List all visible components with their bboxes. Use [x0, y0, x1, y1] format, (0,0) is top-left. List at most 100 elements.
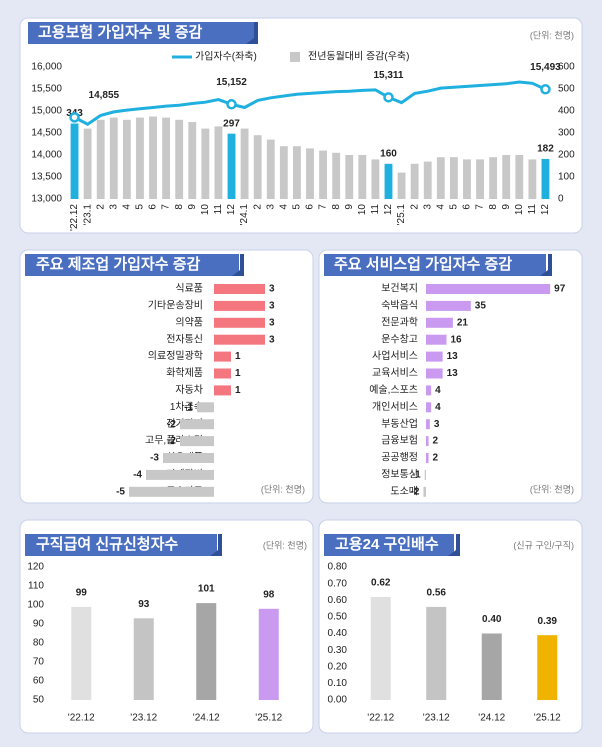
bar: [515, 155, 524, 199]
y-tick-label: 0.30: [328, 645, 348, 656]
x-tick-label: 12: [226, 204, 237, 216]
category-label: 예술,스포츠: [369, 384, 418, 396]
data-label: -2: [411, 486, 420, 497]
x-tick-label: 5: [135, 204, 146, 210]
data-label: 35: [475, 301, 487, 312]
data-label: 13: [447, 351, 459, 362]
title-box: [25, 534, 217, 556]
line-marker: [226, 99, 237, 110]
y2-tick-label: 200: [558, 150, 575, 161]
category-label: 부동산업: [381, 417, 418, 430]
y-tick-label: 110: [28, 581, 44, 592]
x-tick-label: 6: [305, 204, 316, 210]
data-label: 15,152: [216, 77, 247, 88]
data-label: 0.56: [427, 588, 447, 599]
bar: [426, 351, 443, 362]
data-label: 0.62: [371, 578, 391, 589]
bar: [476, 159, 484, 199]
bar: [463, 159, 471, 199]
title-accent: [448, 534, 460, 556]
x-tick-label: 4: [435, 204, 446, 210]
category-label: 운수창고: [381, 333, 418, 345]
title-box: [324, 254, 546, 276]
x-tick-label: 10: [200, 204, 211, 216]
data-label: 98: [263, 589, 275, 600]
data-label: 4: [435, 402, 441, 413]
x-tick-label: '22.12: [367, 713, 394, 724]
data-label: -3: [150, 453, 159, 464]
y-tick-label: 90: [33, 619, 45, 630]
line-marker: [69, 112, 80, 123]
category-label: 정보통신: [381, 469, 418, 481]
y-tick-label: 13,500: [31, 172, 62, 183]
data-label: 1: [235, 385, 241, 396]
title-box: [28, 22, 254, 44]
x-tick-label: '23.12: [423, 713, 450, 724]
y2-tick-label: 500: [558, 84, 575, 95]
x-tick-label: 11: [213, 204, 224, 215]
bar: [122, 119, 131, 199]
title-box: [25, 254, 239, 276]
y-tick-label: 70: [33, 657, 45, 668]
x-tick-label: 7: [318, 204, 329, 210]
bar: [370, 596, 391, 700]
y-tick-label: 0.50: [328, 612, 348, 623]
bar: [426, 419, 430, 430]
x-tick-label: 9: [187, 204, 198, 210]
y2-tick-label: 0: [558, 194, 564, 205]
category-label: 금융보험: [381, 435, 418, 447]
x-tick-label: '23.1: [82, 204, 93, 226]
bar: [426, 453, 429, 463]
bar: [136, 117, 144, 199]
bar: [426, 385, 432, 396]
category-label: 보건복지: [381, 283, 418, 295]
data-label: 3: [434, 419, 440, 430]
bar: [109, 117, 118, 199]
bar: [196, 603, 217, 700]
bar: [129, 486, 214, 497]
data-label: -2: [167, 436, 176, 447]
data-label: 4: [435, 385, 441, 396]
data-label: 297: [223, 118, 240, 129]
data-label: 21: [457, 317, 469, 328]
bar: [240, 128, 249, 199]
bar: [149, 116, 157, 199]
data-label: -1: [184, 402, 193, 413]
x-tick-label: '24.1: [239, 204, 250, 226]
category-label: 전문과학: [381, 316, 418, 328]
bar: [71, 606, 92, 700]
legend-label: 전년동월대비 증감(우축): [308, 51, 409, 63]
y-tick-label: 0.40: [328, 628, 348, 639]
bar: [345, 155, 354, 199]
bar: [214, 300, 265, 311]
title-accent: [232, 254, 244, 276]
bar: [423, 486, 426, 497]
bar: [197, 402, 214, 413]
x-tick-label: 11: [527, 204, 538, 215]
category-label: 숙박음식: [381, 300, 418, 312]
bar: [214, 351, 231, 362]
bar: [423, 161, 432, 199]
bar: [214, 317, 265, 328]
bar: [528, 159, 537, 199]
category-label: 자동차: [175, 384, 203, 396]
bar: [426, 436, 429, 447]
data-label: 160: [380, 148, 397, 159]
x-tick-label: '25.12: [534, 713, 561, 724]
bar: [96, 119, 105, 199]
category-label: 의약품: [175, 316, 203, 328]
category-label: 공공행정: [381, 452, 418, 464]
y-tick-label: 0.00: [328, 695, 348, 706]
data-label: 14,855: [89, 90, 120, 101]
bar: [332, 152, 341, 199]
x-tick-label: 8: [331, 204, 342, 210]
panel: [318, 249, 583, 504]
y-tick-label: 50: [33, 695, 45, 706]
data-label: -1: [412, 470, 421, 481]
category-label: 사업서비스: [372, 349, 418, 362]
bar: [163, 453, 214, 463]
bar: [426, 317, 453, 328]
data-label: 0.39: [538, 616, 558, 627]
bar: [258, 608, 279, 700]
